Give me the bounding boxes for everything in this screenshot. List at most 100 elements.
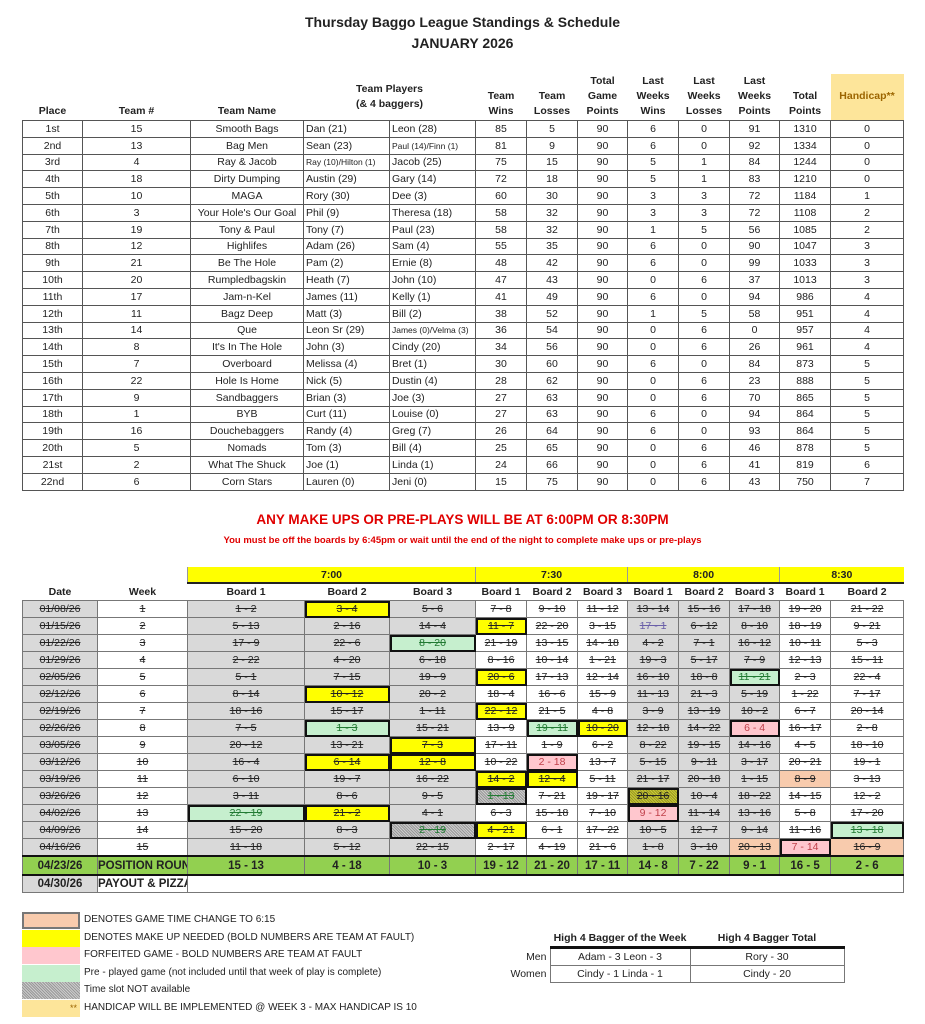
date-header: Date: [48, 585, 72, 598]
team-name: Ray & Jacob: [190, 153, 304, 172]
game-cell: 6 - 12: [678, 617, 731, 635]
game-cell: 12 - 14: [577, 668, 629, 686]
total-points: 957: [779, 321, 832, 340]
game-cell: 20 - 14: [830, 702, 905, 720]
team-wins: 27: [475, 388, 528, 407]
game-cell: 1 - 15: [729, 770, 781, 788]
last-weeks-points: 37: [729, 271, 781, 289]
standings-row: 19th 16 Douchebaggers Randy (4) Greg (7) 26 64…: [22, 422, 905, 441]
last-weeks-losses: 0: [678, 254, 731, 273]
board-header: Board 3: [583, 586, 623, 598]
high-bagger-row: Men Adam - 3 Leon - 3 Rory - 30: [500, 947, 845, 966]
team-name: Rumpledbagskin: [190, 271, 304, 289]
date-cell: 04/02/26: [22, 804, 98, 822]
game-cell: 1 - 21: [577, 651, 629, 669]
game-cell: 2 - 16: [304, 617, 390, 635]
player-2: Jacob (25): [388, 153, 477, 172]
team-name: Highlifes: [190, 237, 304, 256]
column-header: Team Wins: [487, 90, 515, 117]
board-header: Board 1: [481, 586, 521, 598]
game-cell: 14 - 8: [627, 855, 680, 876]
player-1: Tony (7): [303, 220, 390, 239]
last-weeks-wins: 6: [627, 287, 680, 306]
column-header: Team Name: [217, 105, 277, 117]
game-cell: 10 - 4: [678, 787, 731, 805]
last-weeks-losses: 6: [678, 321, 731, 340]
team-number: 6: [82, 472, 191, 491]
team-wins: 72: [475, 170, 528, 189]
game-cell: 5 - 6: [388, 600, 477, 618]
game-cell: 6 - 2: [577, 736, 629, 754]
team-name: Corn Stars: [190, 472, 304, 491]
date-cell: 04/09/26: [22, 821, 98, 839]
last-weeks-losses: 6: [678, 338, 731, 357]
team-losses: 15: [526, 153, 579, 172]
week-cell: 10: [97, 753, 188, 771]
player-2: John (10): [388, 271, 477, 289]
high-4-bagger-table: High 4 Bagger of the Week High 4 Bagger T…: [500, 930, 845, 983]
team-number: 2: [82, 455, 191, 474]
team-wins: 38: [475, 304, 528, 323]
player-2: Cindy (20): [388, 338, 477, 357]
last-weeks-losses: 3: [678, 187, 731, 205]
last-weeks-wins: 6: [627, 237, 680, 256]
total-game-points: 90: [577, 153, 629, 172]
place: 15th: [22, 355, 83, 373]
player-1: Lauren (0): [303, 472, 390, 491]
team-losses: 9: [526, 136, 579, 155]
last-weeks-wins: 1: [627, 304, 680, 323]
last-weeks-points: 26: [729, 338, 781, 357]
total-game-points: 90: [577, 271, 629, 289]
place: 14th: [22, 338, 83, 357]
week-cell: 12: [97, 787, 188, 805]
player-1: Adam (26): [303, 237, 390, 256]
time-slot-row: 7:00 7:30 8:00 8:30: [23, 567, 904, 584]
total-game-points: 90: [577, 304, 629, 323]
game-cell: 20 - 18: [678, 770, 731, 788]
board-header-row: Date Week Board 1 Board 2 Board 3 Board 1 Boar…: [23, 583, 904, 601]
date-cell: 02/19/26: [22, 702, 98, 720]
game-cell: 3 - 10: [678, 838, 731, 857]
player-1: Curt (11): [303, 405, 390, 424]
last-weeks-points: 23: [729, 371, 781, 390]
payout-row: 04/30/26 PAYOUT & PIZZA: [22, 874, 905, 893]
game-cell: 1 - 11: [388, 702, 477, 720]
place: 7th: [22, 220, 83, 239]
team-losses: 54: [526, 321, 579, 340]
week-cell: 1: [97, 600, 188, 618]
last-weeks-points: 84: [729, 153, 781, 172]
game-cell: 4 - 5: [779, 736, 832, 754]
player-1: Matt (3): [303, 304, 390, 323]
last-weeks-losses: 5: [678, 304, 731, 323]
game-cell: 15 - 9: [577, 685, 629, 703]
game-cell: 12 - 4: [526, 770, 579, 788]
date-cell: 02/05/26: [22, 668, 98, 686]
game-cell: 22 - 4: [830, 668, 905, 686]
game-cell: 6 - 14: [304, 753, 390, 771]
game-cell: 2 - 8: [830, 719, 905, 737]
game-cell: 14 - 18: [577, 634, 629, 652]
team-losses: 35: [526, 237, 579, 256]
legend-item: DENOTES GAME TIME CHANGE TO 6:15: [22, 912, 482, 930]
standings-row: 3rd 4 Ray & Jacob Ray (10)/Hilton (1) Jacob …: [22, 153, 905, 172]
game-cell: 4 - 20: [304, 651, 390, 669]
column-header: Last Weeks Wins: [636, 75, 670, 117]
legend-text: DENOTES MAKE UP NEEDED (BOLD NUMBERS ARE…: [84, 931, 415, 943]
game-cell: 21 - 3: [678, 685, 731, 703]
player-2: Dustin (4): [388, 371, 477, 390]
team-wins: 75: [475, 153, 528, 172]
team-name: Sandbaggers: [190, 388, 304, 407]
game-cell: 19 - 12: [475, 855, 528, 876]
standings-row: 15th 7 Overboard Melissa (4) Bret (1) 30 60 90 6…: [22, 355, 905, 373]
team-losses: 64: [526, 422, 579, 441]
team-losses: 30: [526, 187, 579, 205]
game-cell: 4 - 21: [475, 821, 528, 839]
player-2: Greg (7): [388, 422, 477, 441]
team-losses: 60: [526, 355, 579, 373]
standings-row: 8th 12 Highlifes Adam (26) Sam (4) 55 35 90 6 0 90…: [22, 237, 905, 256]
last-weeks-wins: 6: [627, 254, 680, 273]
week-cell: 13: [97, 804, 188, 822]
player-1: Melissa (4): [303, 355, 390, 373]
